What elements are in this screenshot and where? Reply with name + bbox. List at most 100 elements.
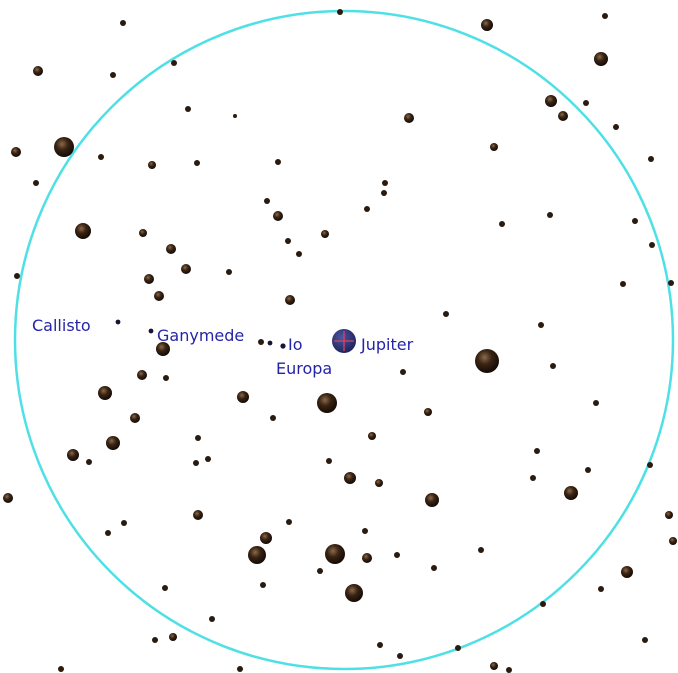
- star: [545, 95, 557, 107]
- star: [564, 486, 578, 500]
- star: [33, 66, 43, 76]
- star: [397, 653, 403, 659]
- star: [490, 662, 498, 670]
- star: [425, 493, 439, 507]
- star: [325, 544, 345, 564]
- star: [130, 413, 140, 423]
- star: [260, 582, 266, 588]
- star: [169, 633, 177, 641]
- star: [258, 339, 264, 345]
- star: [285, 238, 291, 244]
- star: [490, 143, 498, 151]
- star: [233, 114, 237, 118]
- star: [205, 456, 211, 462]
- star: [11, 147, 21, 157]
- star: [443, 311, 449, 317]
- star: [585, 467, 591, 473]
- star: [137, 370, 147, 380]
- labels: Jupiter Io Europa Ganymede Callisto: [32, 316, 414, 378]
- star: [593, 400, 599, 406]
- star: [286, 519, 292, 525]
- star: [260, 532, 272, 544]
- star: [98, 386, 112, 400]
- star: [540, 601, 546, 607]
- star: [337, 9, 343, 15]
- star: [382, 180, 388, 186]
- star: [317, 393, 337, 413]
- star: [478, 547, 484, 553]
- star: [14, 273, 20, 279]
- io-dot[interactable]: [280, 343, 286, 349]
- star: [139, 229, 147, 237]
- star: [506, 667, 512, 673]
- star: [154, 291, 164, 301]
- star: [237, 666, 243, 672]
- star: [499, 221, 505, 227]
- star: [121, 520, 127, 526]
- star: [326, 458, 332, 464]
- label-callisto[interactable]: Callisto: [32, 316, 91, 335]
- callisto-dot[interactable]: [115, 319, 121, 325]
- star: [455, 645, 461, 651]
- jupiter-marker[interactable]: [332, 329, 356, 353]
- star: [649, 242, 655, 248]
- star: [317, 568, 323, 574]
- star: [33, 180, 39, 186]
- star: [156, 342, 170, 356]
- star: [75, 223, 91, 239]
- star: [381, 190, 387, 196]
- star: [375, 479, 383, 487]
- star: [226, 269, 232, 275]
- star: [181, 264, 191, 274]
- star: [209, 616, 215, 622]
- star: [530, 475, 536, 481]
- star: [185, 106, 191, 112]
- star: [481, 19, 493, 31]
- star: [67, 449, 79, 461]
- star: [163, 375, 169, 381]
- star: [632, 218, 638, 224]
- star: [613, 124, 619, 130]
- star: [162, 585, 168, 591]
- star: [344, 472, 356, 484]
- star: [148, 161, 156, 169]
- star: [194, 160, 200, 166]
- star: [296, 251, 302, 257]
- star: [58, 666, 64, 672]
- star: [668, 280, 674, 286]
- star: [594, 52, 608, 66]
- star: [171, 60, 177, 66]
- star: [362, 528, 368, 534]
- label-jupiter[interactable]: Jupiter: [360, 335, 414, 354]
- star: [647, 462, 653, 468]
- ganymede-dot[interactable]: [148, 328, 154, 334]
- label-io[interactable]: Io: [288, 335, 303, 354]
- star: [377, 642, 383, 648]
- star: [550, 363, 556, 369]
- star: [621, 566, 633, 578]
- star: [106, 436, 120, 450]
- label-ganymede[interactable]: Ganymede: [157, 326, 244, 345]
- star: [475, 349, 499, 373]
- star: [583, 100, 589, 106]
- star: [193, 510, 203, 520]
- star-field: [3, 9, 677, 673]
- star: [368, 432, 376, 440]
- star: [86, 459, 92, 465]
- europa-dot[interactable]: [267, 340, 273, 346]
- star: [431, 565, 437, 571]
- star: [558, 111, 568, 121]
- star: [152, 637, 158, 643]
- star: [195, 435, 201, 441]
- star: [400, 369, 406, 375]
- star: [248, 546, 266, 564]
- moon-markers: [115, 319, 286, 349]
- star: [364, 206, 370, 212]
- label-europa[interactable]: Europa: [276, 359, 332, 378]
- star: [321, 230, 329, 238]
- star: [275, 159, 281, 165]
- star: [424, 408, 432, 416]
- star: [285, 295, 295, 305]
- star: [538, 322, 544, 328]
